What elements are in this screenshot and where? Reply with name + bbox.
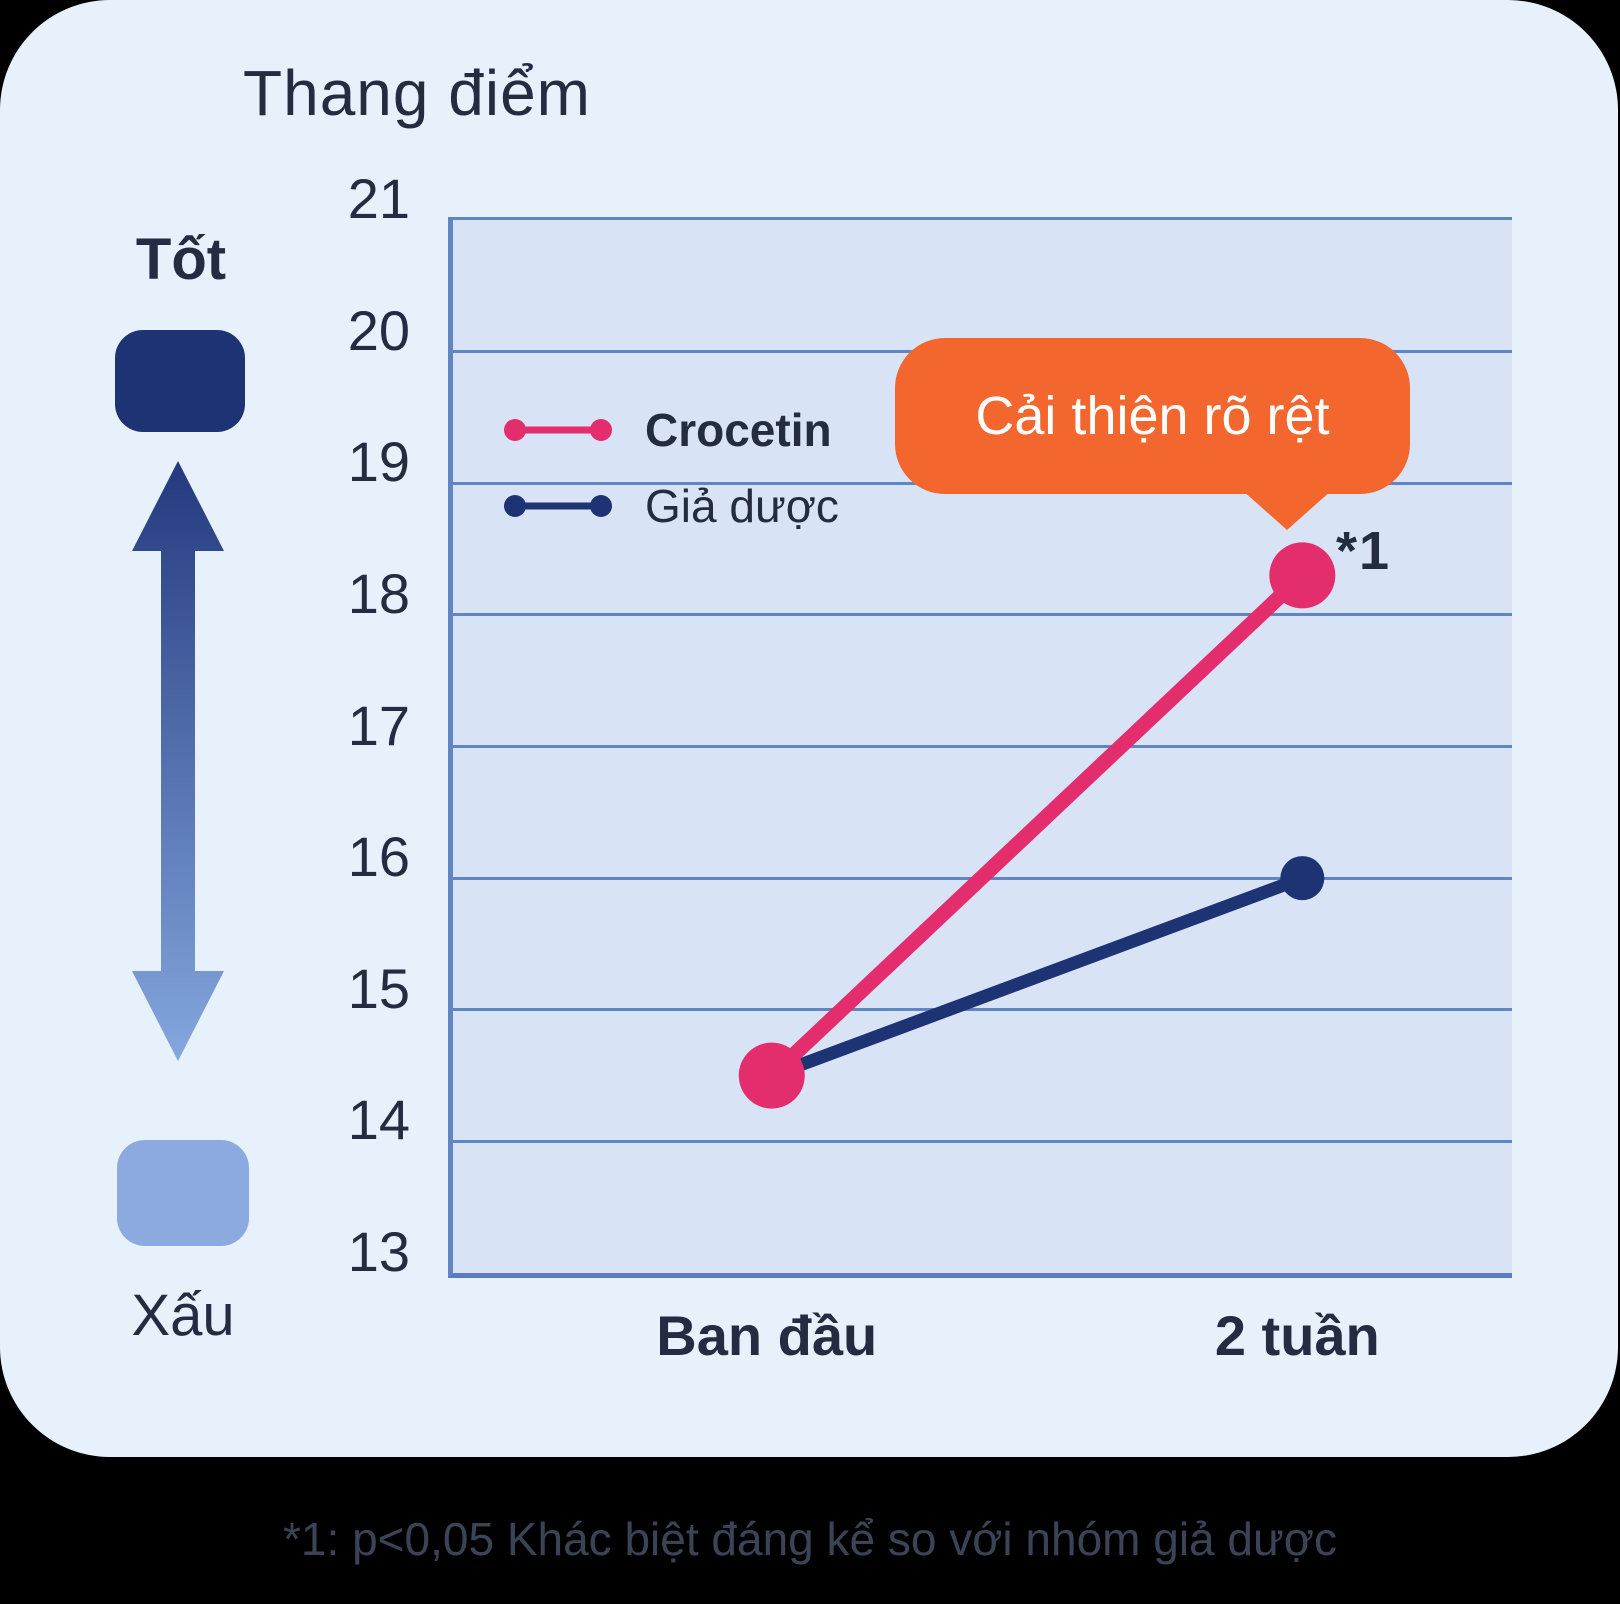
callout-bubble: Cải thiện rõ rệt (895, 338, 1410, 494)
y-tick-label: 20 (347, 298, 410, 362)
callout-text: Cải thiện rõ rệt (975, 386, 1330, 446)
scale-good-box (115, 330, 245, 432)
footnote: *1: p<0,05 Khác biệt đáng kể so với nhóm… (283, 1513, 1337, 1565)
y-tick-label: 15 (347, 956, 410, 1020)
legend: Crocetin Giả dược (503, 392, 839, 544)
y-tick-label: 16 (347, 825, 410, 889)
legend-label: Crocetin (645, 404, 832, 456)
callout-tail (1242, 490, 1332, 530)
y-axis-title: Thang điểm (243, 57, 591, 129)
y-tick-label: 17 (347, 693, 410, 757)
gridline (453, 1008, 1512, 1012)
chart-card: Thang điểm Tốt Xấu 21 20 19 18 17 16 15 14 13 Cr… (0, 0, 1618, 1457)
legend-label: Giả dược (645, 480, 839, 532)
legend-swatch-icon (504, 419, 612, 441)
x-axis-labels: Ban đầu 2 tuần (448, 1303, 1507, 1373)
significance-marker: *1 (1336, 521, 1392, 581)
data-series (738, 542, 1336, 1109)
gridline (453, 613, 1512, 617)
y-tick-label: 19 (347, 430, 410, 494)
legend-swatch-icon (504, 495, 612, 517)
y-tick-label: 18 (347, 561, 410, 625)
gridline (453, 1139, 1512, 1143)
y-tick-label: 21 (347, 167, 410, 230)
legend-item: Crocetin (503, 392, 839, 468)
scale-bad-label: Xấu (131, 1283, 235, 1348)
gridline (453, 745, 1512, 748)
x-axis-label: 2 tuần (1214, 1304, 1380, 1367)
scale-good-label: Tốt (135, 227, 227, 292)
scale-bad-box (117, 1140, 249, 1246)
y-axis-tick-labels: 21 20 19 18 17 16 15 14 13 (255, 171, 410, 1280)
scale-double-arrow-icon (132, 461, 224, 1061)
legend-item: Giả dược (503, 468, 839, 544)
x-axis-label: Ban đầu (656, 1304, 878, 1367)
y-tick-label: 13 (347, 1220, 410, 1283)
y-tick-label: 14 (347, 1088, 410, 1152)
